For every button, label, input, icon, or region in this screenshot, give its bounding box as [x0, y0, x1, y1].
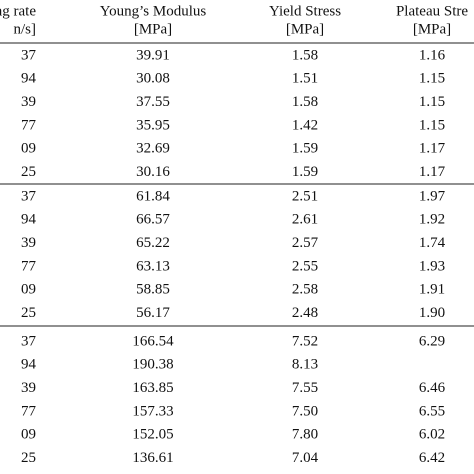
cell: 190.38 — [132, 357, 173, 373]
cell: 6.46 — [419, 380, 446, 396]
cell: 1.59 — [292, 141, 318, 157]
cell: 09 — [21, 427, 36, 443]
cell: 1.15 — [419, 117, 445, 133]
cell: 63.13 — [136, 258, 170, 274]
cell: 30.08 — [136, 71, 170, 87]
cell: 1.17 — [419, 164, 446, 180]
cell: 37 — [21, 47, 37, 63]
cell: 7.52 — [292, 333, 318, 349]
cell: 2.61 — [292, 212, 318, 228]
cell: 37 — [21, 188, 37, 204]
cell: 30.16 — [136, 164, 170, 180]
cell: 1.97 — [419, 188, 446, 204]
cell: 8.13 — [292, 357, 318, 373]
cell: 6.02 — [419, 427, 445, 443]
cell: 94 — [21, 71, 37, 87]
cell: 152.05 — [132, 427, 173, 443]
cell: 37 — [21, 333, 37, 349]
cell: 39.91 — [136, 47, 170, 63]
cell: 1.15 — [419, 94, 445, 110]
header-cell: [MPa] — [413, 21, 451, 37]
cell: 94 — [21, 357, 37, 373]
cell: 61.84 — [136, 188, 170, 204]
cell: 1.90 — [419, 305, 445, 321]
cell: 1.42 — [292, 117, 318, 133]
cell: 163.85 — [132, 380, 173, 396]
cell: 157.33 — [132, 403, 173, 419]
cell: 37.55 — [136, 94, 170, 110]
cell: 1.92 — [419, 212, 445, 228]
header-cell: Young’s Modulus — [100, 3, 207, 19]
cell: 25 — [21, 450, 36, 466]
cell: 2.51 — [292, 188, 318, 204]
cell: 25 — [21, 305, 36, 321]
cell: 1.15 — [419, 71, 445, 87]
cell: 7.50 — [292, 403, 318, 419]
cell: 1.59 — [292, 164, 318, 180]
cell: 7.80 — [292, 427, 318, 443]
cell: 1.93 — [419, 258, 445, 274]
cell: 58.85 — [136, 282, 170, 298]
cell: 136.61 — [132, 450, 173, 466]
cell: 2.48 — [292, 305, 318, 321]
cell: 65.22 — [136, 235, 170, 251]
cell: 1.58 — [292, 47, 318, 63]
cell: 25 — [21, 164, 36, 180]
header-cell: [MPa] — [134, 21, 172, 37]
cell: 2.55 — [292, 258, 318, 274]
cell: 7.04 — [292, 450, 319, 466]
cell: 09 — [21, 141, 36, 157]
header-cell: ng rate — [0, 3, 36, 19]
cell: 1.16 — [419, 47, 446, 63]
cell: 32.69 — [136, 141, 170, 157]
cell: 2.58 — [292, 282, 318, 298]
cell: 6.55 — [419, 403, 445, 419]
cell: 1.17 — [419, 141, 446, 157]
cell: 7.55 — [292, 380, 318, 396]
cell: 1.91 — [419, 282, 445, 298]
cell: 39 — [21, 235, 36, 251]
header-cell: n/s] — [14, 21, 37, 37]
cell: 77 — [21, 403, 37, 419]
header-cell: Yield Stress — [269, 3, 341, 19]
cell: 1.74 — [419, 235, 446, 251]
cell: 39 — [21, 94, 36, 110]
header-cell: Plateau Stre — [396, 3, 468, 19]
cell: 1.51 — [292, 71, 318, 87]
cell: 94 — [21, 212, 37, 228]
cell: 166.54 — [132, 333, 174, 349]
cell: 1.58 — [292, 94, 318, 110]
header-cell: [MPa] — [286, 21, 324, 37]
cell: 6.42 — [419, 450, 445, 466]
cell: 6.29 — [419, 333, 445, 349]
cell: 39 — [21, 380, 36, 396]
cell: 77 — [21, 258, 37, 274]
cell: 35.95 — [136, 117, 170, 133]
cell: 66.57 — [136, 212, 170, 228]
cell: 09 — [21, 282, 36, 298]
cell: 77 — [21, 117, 37, 133]
cell: 2.57 — [292, 235, 319, 251]
cell: 56.17 — [136, 305, 170, 321]
